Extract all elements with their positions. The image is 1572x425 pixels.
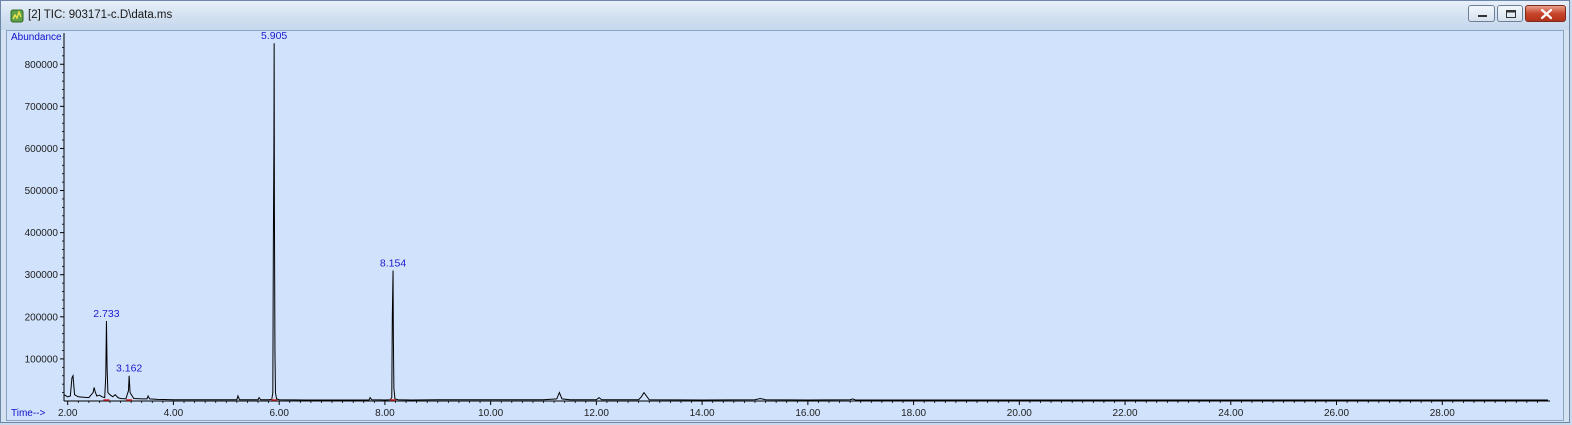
close-button[interactable] — [1525, 5, 1566, 22]
window-title: [2] TIC: 903171-c.D\data.ms — [28, 9, 173, 21]
x-tick-label: 18.00 — [901, 408, 926, 419]
x-tick-label: 2.00 — [58, 408, 78, 419]
y-tick-label: 700000 — [25, 102, 59, 113]
y-tick-label: 500000 — [25, 186, 59, 197]
title-bar[interactable]: [2] TIC: 903171-c.D\data.ms — [1, 1, 1569, 30]
peak-label: 5.905 — [261, 31, 287, 42]
chromatogram-plot[interactable]: 100000 200000 300000 400000 500000 600000 7000… — [6, 30, 1564, 421]
minimize-icon — [1478, 15, 1487, 17]
x-tick-label: 16.00 — [795, 408, 820, 419]
x-tick-label: 14.00 — [690, 408, 715, 419]
x-tick-label: 12.00 — [584, 408, 609, 419]
tic-series-line — [63, 43, 1548, 401]
maximize-icon — [1506, 10, 1516, 18]
x-tick-label: 4.00 — [164, 408, 184, 419]
y-tick-label: 600000 — [25, 144, 59, 155]
tic-chart: 100000 200000 300000 400000 500000 600000 7000… — [11, 31, 1550, 419]
x-tick-label: 22.00 — [1113, 408, 1138, 419]
x-tick-label: 6.00 — [269, 408, 289, 419]
peak-label: 2.733 — [93, 308, 119, 320]
x-tick-label: 28.00 — [1430, 408, 1455, 419]
y-tick-label: 200000 — [25, 312, 59, 323]
close-icon — [1540, 8, 1553, 20]
y-tick-label: 100000 — [25, 354, 59, 365]
x-tick-label: 10.00 — [478, 408, 503, 419]
peak-label: 8.154 — [380, 258, 406, 270]
x-tick-label: 26.00 — [1324, 408, 1349, 419]
y-tick-label: 400000 — [25, 228, 59, 239]
peak-label: 3.162 — [116, 363, 142, 375]
y-tick-label: 800000 — [25, 60, 59, 71]
maximize-button[interactable] — [1497, 5, 1523, 22]
y-tick-label: 300000 — [25, 270, 59, 281]
chromatogram-app-icon — [10, 9, 24, 23]
x-tick-label: 8.00 — [375, 408, 395, 419]
minimize-button[interactable] — [1468, 5, 1495, 22]
x-tick-label: 24.00 — [1218, 408, 1243, 419]
x-axis-label: Time--> — [11, 408, 46, 419]
x-tick-label: 20.00 — [1007, 408, 1032, 419]
y-axis-label: Abundance — [11, 32, 62, 43]
